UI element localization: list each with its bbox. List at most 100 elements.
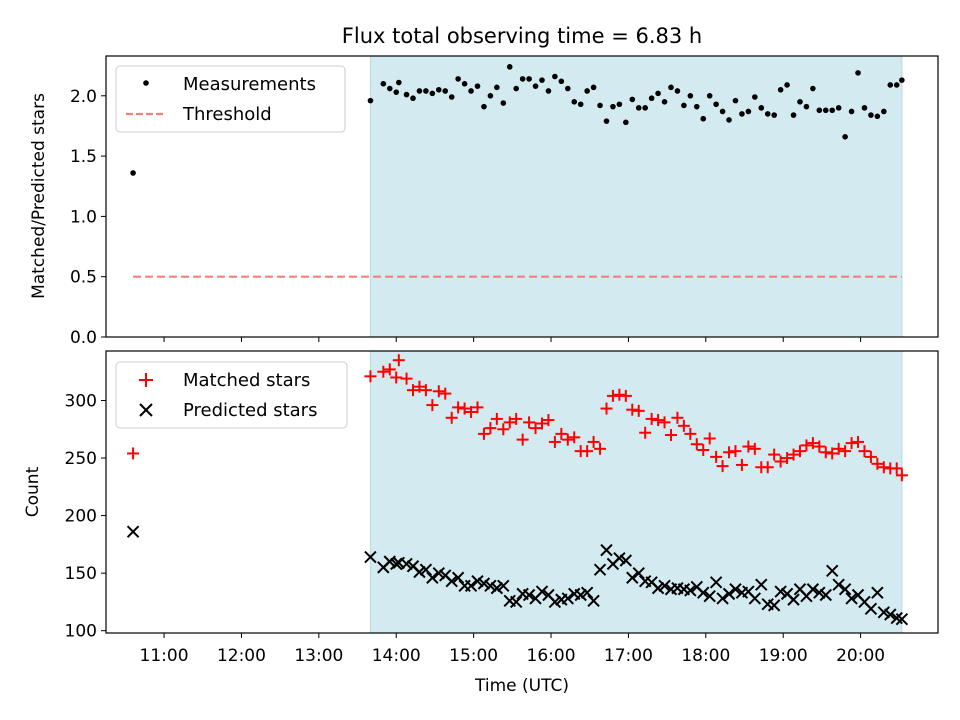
data-point <box>623 119 629 126</box>
data-point <box>432 385 445 398</box>
data-point <box>471 574 484 588</box>
data-point <box>594 442 607 455</box>
data-point <box>561 433 574 446</box>
data-point <box>555 427 568 440</box>
data-point <box>522 588 536 602</box>
data-point <box>509 595 523 609</box>
data-point <box>477 427 490 440</box>
top-series <box>130 64 905 278</box>
x-tick-label: 16:00 <box>527 646 576 666</box>
series-predicted-stars <box>126 525 909 626</box>
data-point <box>822 107 829 114</box>
data-point <box>423 88 429 94</box>
data-point <box>710 450 723 463</box>
data-point <box>768 448 781 461</box>
data-point <box>835 105 842 111</box>
data-point <box>571 99 578 105</box>
legend-matched-label: Matched stars <box>183 370 310 391</box>
data-point <box>552 73 558 80</box>
data-point <box>465 406 478 419</box>
data-point <box>648 95 655 102</box>
bottom-x-ticks: 11:00 12:00 13:00 14:00 15:00 16:00 17:00 18:00… <box>140 633 885 666</box>
data-point <box>516 433 529 446</box>
data-point <box>426 399 439 412</box>
data-point <box>895 469 908 482</box>
data-point <box>130 170 136 176</box>
data-point <box>461 80 468 87</box>
data-point <box>442 88 449 94</box>
data-point <box>452 401 465 414</box>
data-point <box>826 447 839 460</box>
data-point <box>380 80 387 87</box>
data-point <box>580 586 594 599</box>
data-point <box>693 103 700 110</box>
data-point <box>436 86 442 93</box>
data-point <box>477 577 491 590</box>
data-point <box>564 85 571 92</box>
series-matched-stars <box>127 354 908 482</box>
series-measurements <box>130 64 905 176</box>
data-point <box>487 92 494 99</box>
data-point <box>803 103 810 110</box>
data-point <box>364 370 377 383</box>
data-point <box>500 100 507 106</box>
y-tick-label: 0.0 <box>70 328 97 348</box>
data-point <box>813 440 826 453</box>
data-point <box>519 76 526 82</box>
data-point <box>758 105 765 111</box>
legend-predicted-marker <box>139 403 153 417</box>
bottom-series <box>126 354 909 626</box>
data-point <box>468 88 474 94</box>
data-point <box>606 389 619 402</box>
y-tick-label: 1.0 <box>70 207 97 227</box>
data-point <box>535 417 548 430</box>
data-point <box>577 101 584 108</box>
data-point <box>800 439 813 452</box>
data-point <box>767 599 781 612</box>
x-tick-label: 18:00 <box>681 646 730 666</box>
data-point <box>664 429 677 442</box>
data-point <box>881 108 887 115</box>
data-point <box>829 107 836 114</box>
x-tick-label: 12:00 <box>217 646 266 666</box>
data-point <box>587 594 600 607</box>
data-point <box>842 134 848 140</box>
data-point <box>819 446 832 459</box>
data-point <box>393 89 400 95</box>
x-axis-label: Time (UTC) <box>474 676 569 696</box>
data-point <box>716 592 729 605</box>
data-point <box>426 571 439 584</box>
data-point <box>542 414 555 427</box>
data-point <box>729 583 742 596</box>
data-point <box>755 578 768 591</box>
data-point <box>510 412 523 425</box>
data-point <box>838 583 852 596</box>
data-point <box>700 115 707 122</box>
data-point <box>603 118 610 124</box>
bottom-panel: 100 150 200 250 300 11:00 12:00 13:00 14:00 15:0… <box>23 350 939 696</box>
data-point <box>713 101 719 108</box>
data-point <box>852 435 865 448</box>
data-point <box>513 85 519 92</box>
data-point <box>413 380 426 393</box>
data-point <box>832 578 845 591</box>
data-point <box>619 389 632 402</box>
data-point <box>671 411 684 424</box>
data-point <box>690 438 703 451</box>
data-point <box>661 99 668 105</box>
data-point <box>403 91 410 98</box>
top-panel: 0.00.51.01.52.0 Matched/Predicted stars … <box>29 55 939 348</box>
data-point <box>545 88 552 94</box>
x-tick-label: 11:00 <box>140 646 189 666</box>
data-point <box>787 448 800 461</box>
y-tick-label: 300 <box>65 391 97 411</box>
data-point <box>392 354 405 367</box>
data-point <box>616 101 623 108</box>
data-point <box>407 384 420 397</box>
data-point <box>445 411 458 424</box>
top-shaded-span <box>369 55 903 338</box>
data-point <box>600 543 613 557</box>
data-point <box>709 576 723 589</box>
y-tick-label: 0.5 <box>70 268 97 288</box>
data-point <box>722 587 736 601</box>
